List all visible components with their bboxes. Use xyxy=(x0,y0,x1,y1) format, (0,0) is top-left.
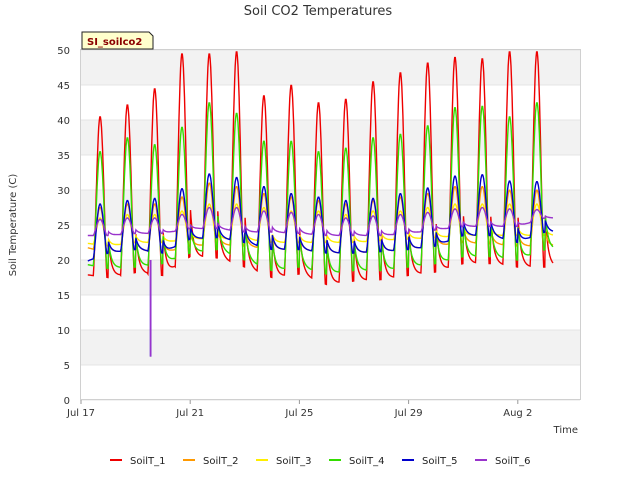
grid-band xyxy=(80,85,580,120)
grid-band xyxy=(80,50,580,85)
y-tick-label: 30 xyxy=(57,186,70,197)
grid-band xyxy=(80,120,580,155)
series-line-soilt_6 xyxy=(87,206,553,237)
legend-label-soilt_6: SoilT_6 xyxy=(495,456,531,467)
x-tick-label: Aug 2 xyxy=(503,408,532,419)
x-tick-label: Jul 21 xyxy=(175,408,204,419)
legend-label-soilt_4: SoilT_4 xyxy=(349,456,385,467)
y-tick-label: 15 xyxy=(57,291,70,302)
series-line-soilt_4 xyxy=(87,102,554,275)
x-tick-label: Jul 17 xyxy=(66,408,95,419)
legend-label-soilt_5: SoilT_5 xyxy=(422,456,458,467)
x-tick-label: Jul 25 xyxy=(284,408,313,419)
series-line-soilt_1 xyxy=(87,51,554,286)
site-badge-box xyxy=(81,31,154,50)
y-tick-label: 10 xyxy=(57,326,70,337)
legend-label-soilt_3: SoilT_3 xyxy=(276,456,312,467)
y-tick-label: 20 xyxy=(57,256,70,267)
y-tick-label: 5 xyxy=(64,361,70,372)
y-axis-ticks: 0 5 10 15 20 25 30 35 40 45 50 xyxy=(57,46,70,407)
y-tick-label: 0 xyxy=(64,396,70,407)
grid-band xyxy=(80,190,580,225)
grid-band xyxy=(80,330,580,365)
site-badge: SI_soilco2 xyxy=(81,31,154,50)
y-tick-label: 35 xyxy=(57,151,70,162)
grid-band xyxy=(80,155,580,190)
series-layer xyxy=(87,51,554,357)
y-axis-label: Soil Temperature (C) xyxy=(8,174,19,277)
y-tick-label: 45 xyxy=(57,81,70,92)
y-tick-label: 25 xyxy=(57,221,70,232)
x-axis-ticks: Jul 17 Jul 21 Jul 25 Jul 29 Aug 2 xyxy=(66,400,532,419)
x-axis-label: Time xyxy=(553,425,578,436)
legend-label-soilt_1: SoilT_1 xyxy=(130,456,166,467)
y-tick-label: 40 xyxy=(57,116,70,127)
y-tick-label: 50 xyxy=(57,46,70,57)
legend-label-soilt_2: SoilT_2 xyxy=(203,456,239,467)
legend: SoilT_1 SoilT_2 SoilT_3 SoilT_4 SoilT_5 SoilT… xyxy=(110,456,531,467)
grid-band xyxy=(80,295,580,330)
x-tick-label: Jul 29 xyxy=(394,408,423,419)
grid-band xyxy=(80,365,580,400)
site-badge-label: SI_soilco2 xyxy=(87,37,142,48)
plot-frame xyxy=(80,49,581,400)
chart-title: Soil CO2 Temperatures xyxy=(244,4,393,19)
series-line-soilt_5 xyxy=(87,173,554,262)
